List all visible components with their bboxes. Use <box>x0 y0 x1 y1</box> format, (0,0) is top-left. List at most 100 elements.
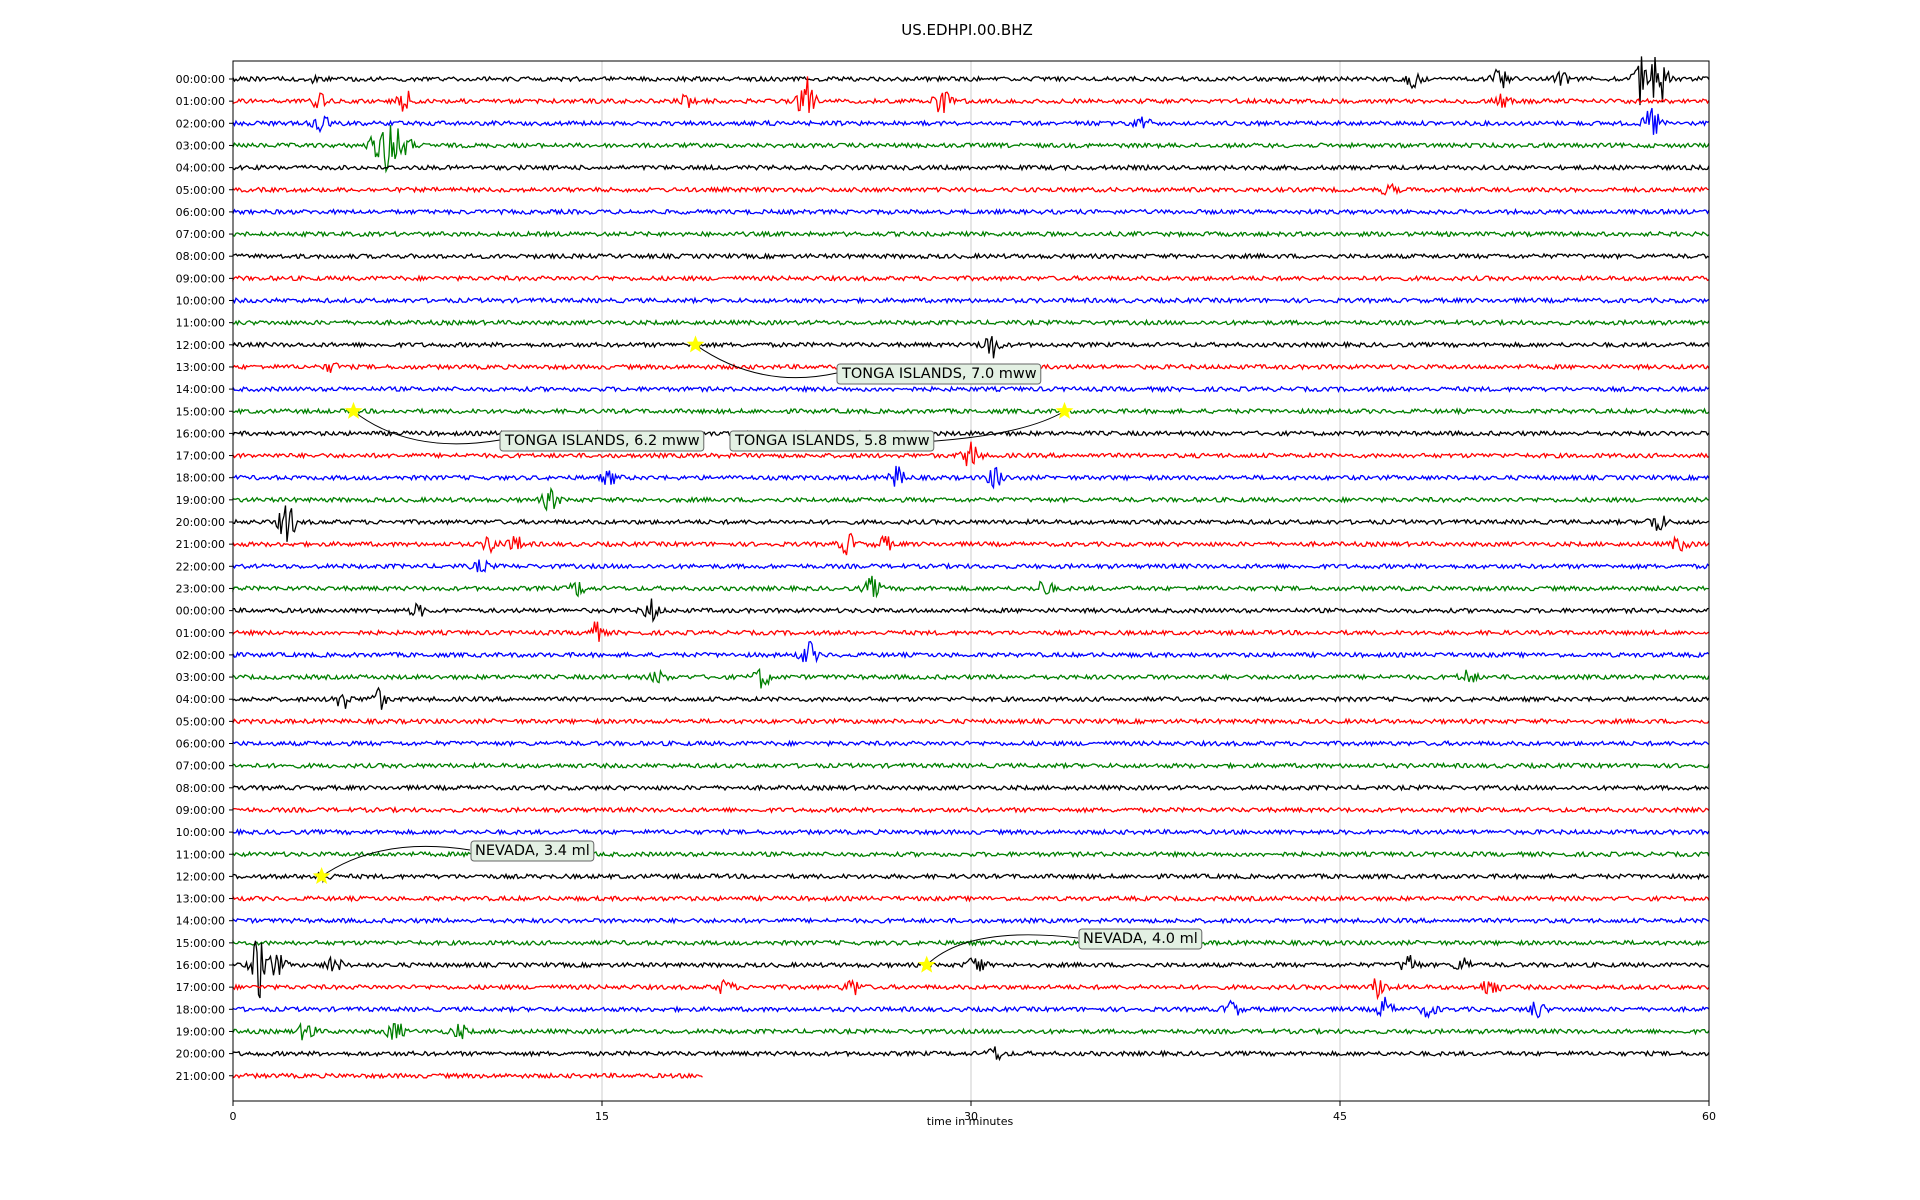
row-time-label: 13:00:00 <box>176 361 225 374</box>
trace-row <box>232 1046 1710 1062</box>
trace-row <box>232 407 1710 416</box>
row-time-label: 20:00:00 <box>176 1048 225 1061</box>
x-axis-label: time in minutes <box>927 1115 1014 1128</box>
row-time-label: 02:00:00 <box>176 117 225 130</box>
row-time-label: 08:00:00 <box>176 250 225 263</box>
row-time-label: 07:00:00 <box>176 760 225 773</box>
trace-row <box>232 598 1710 623</box>
trace-row <box>232 125 1710 174</box>
row-time-label: 15:00:00 <box>176 405 225 418</box>
trace-row <box>232 940 1710 999</box>
trace-row <box>232 640 1710 664</box>
trace-row <box>232 1021 1710 1041</box>
trace-row <box>232 207 1710 216</box>
trace-row <box>232 182 1710 196</box>
row-time-label: 14:00:00 <box>176 383 225 396</box>
row-time-label: 00:00:00 <box>176 73 225 86</box>
trace-row <box>232 761 1710 770</box>
row-time-label: 09:00:00 <box>176 272 225 285</box>
row-time-label: 10:00:00 <box>176 826 225 839</box>
annotation-box <box>1078 928 1203 950</box>
annotation-connector <box>353 410 501 445</box>
row-time-label: 09:00:00 <box>176 804 225 817</box>
trace-row <box>232 532 1710 556</box>
row-time-label: 06:00:00 <box>176 738 225 751</box>
trace-row <box>232 783 1710 792</box>
row-time-label: 23:00:00 <box>176 582 225 595</box>
row-time-label: 07:00:00 <box>176 228 225 241</box>
trace-row <box>232 274 1710 283</box>
trace-row <box>232 828 1710 837</box>
x-axis-ticks: 0 15 30 45 60 <box>230 1101 1716 1123</box>
grid-lines <box>601 61 1341 1101</box>
trace-row <box>232 894 1710 903</box>
row-time-label: 15:00:00 <box>176 937 225 950</box>
row-time-label: 06:00:00 <box>176 206 225 219</box>
trace-row <box>232 230 1710 239</box>
row-time-label: 22:00:00 <box>176 560 225 573</box>
row-time-label: 05:00:00 <box>176 184 225 197</box>
x-tick-label: 30 <box>964 1110 978 1123</box>
row-time-label: 14:00:00 <box>176 915 225 928</box>
trace-row <box>232 1071 703 1080</box>
annotation-box <box>499 430 705 452</box>
trace-row <box>232 869 1710 884</box>
trace-row <box>232 76 1710 113</box>
trace-row <box>232 916 1710 925</box>
event-annotation-label: NEVADA, 4.0 ml <box>1083 931 1198 947</box>
trace-row <box>232 621 1710 642</box>
row-time-label: 03:00:00 <box>176 139 225 152</box>
trace-row <box>232 575 1709 599</box>
event-annotation-label: TONGA ISLANDS, 5.8 mww <box>734 433 930 449</box>
row-time-label: 16:00:00 <box>176 959 225 972</box>
trace-row <box>232 318 1710 327</box>
x-tick-label: 15 <box>595 1110 609 1123</box>
event-star-marker <box>917 955 936 973</box>
annotation-box <box>836 363 1042 385</box>
event-star-marker <box>312 867 331 885</box>
trace-row <box>232 978 1710 1001</box>
row-time-label: 01:00:00 <box>176 627 225 640</box>
trace-row <box>232 717 1710 726</box>
event-star-marker <box>686 335 705 353</box>
trace-row <box>232 296 1710 305</box>
trace-row <box>232 505 1710 542</box>
annotation-connector <box>926 934 1079 966</box>
row-time-label: 21:00:00 <box>176 1070 225 1083</box>
row-time-label: 03:00:00 <box>176 671 225 684</box>
trace-row <box>232 336 1710 359</box>
annotation-connector <box>321 845 471 877</box>
trace-row <box>232 559 1710 573</box>
row-time-label: 17:00:00 <box>176 450 225 463</box>
trace-row <box>232 56 1710 106</box>
row-time-labels: 00:00:00 01:00:00 02:00:00 03:00:00 04:00:00… <box>176 73 233 1083</box>
row-time-label: 17:00:00 <box>176 981 225 994</box>
trace-row <box>232 667 1710 689</box>
row-time-label: 21:00:00 <box>176 538 225 551</box>
annotation-box <box>729 430 935 452</box>
x-tick-label: 60 <box>1702 1110 1716 1123</box>
row-time-label: 18:00:00 <box>176 472 225 485</box>
row-time-label: 02:00:00 <box>176 649 225 662</box>
row-time-label: 12:00:00 <box>176 870 225 883</box>
trace-row <box>232 252 1710 261</box>
row-time-label: 04:00:00 <box>176 162 225 175</box>
event-annotation-label: TONGA ISLANDS, 7.0 mww <box>841 366 1037 382</box>
row-time-label: 01:00:00 <box>176 95 225 108</box>
row-time-label: 19:00:00 <box>176 494 225 507</box>
trace-row <box>232 686 1710 710</box>
row-time-label: 16:00:00 <box>176 427 225 440</box>
trace-row <box>232 163 1710 172</box>
chart-title: US.EDHPI.00.BHZ <box>901 21 1033 39</box>
trace-row <box>232 107 1710 135</box>
trace-row <box>232 805 1710 814</box>
row-time-label: 10:00:00 <box>176 295 225 308</box>
annotation-box <box>470 840 595 862</box>
trace-row <box>232 465 1710 490</box>
row-time-label: 19:00:00 <box>176 1025 225 1038</box>
trace-row <box>232 429 1710 438</box>
row-time-label: 05:00:00 <box>176 715 225 728</box>
row-time-label: 11:00:00 <box>176 317 225 330</box>
row-time-label: 04:00:00 <box>176 693 225 706</box>
